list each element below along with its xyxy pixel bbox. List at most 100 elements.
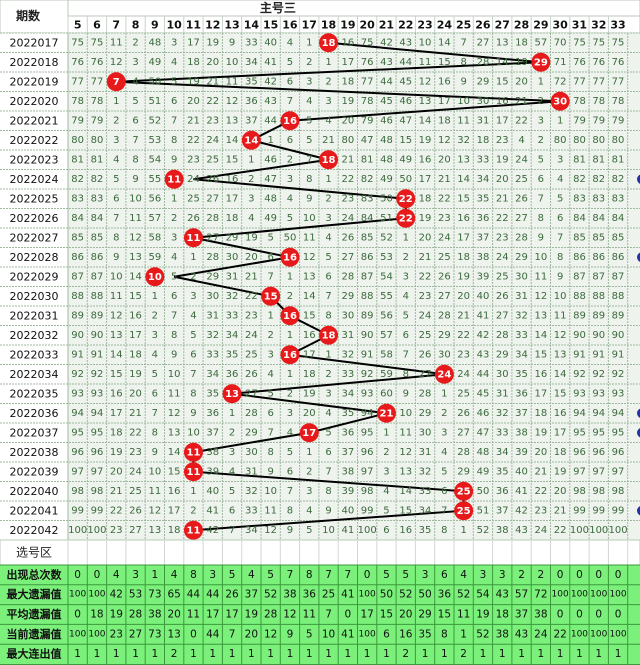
miss-value: 91 — [71, 349, 84, 360]
column-header-13: 13 — [224, 19, 239, 32]
miss-value: 8 — [538, 213, 544, 224]
hit-ball — [396, 189, 416, 209]
miss-value: 22 — [534, 486, 547, 497]
miss-value: 98 — [71, 486, 84, 497]
hit-number: 30 — [553, 96, 567, 107]
stat-value: 5 — [402, 569, 409, 581]
miss-value: 9 — [306, 193, 312, 204]
period-label: 2022038 — [10, 446, 59, 459]
miss-value: 14 — [399, 486, 412, 497]
miss-value: 34 — [496, 447, 509, 458]
stat-value: 1 — [229, 648, 236, 660]
miss-value: 2 — [132, 37, 138, 48]
hit-ball — [183, 228, 203, 248]
miss-value: 59 — [380, 369, 393, 380]
miss-value: 84 — [91, 213, 104, 224]
miss-value: 27 — [341, 252, 354, 263]
miss-value: 32 — [419, 466, 432, 477]
stat-value: 25 — [322, 589, 335, 601]
miss-value: 22 — [438, 193, 451, 204]
miss-value: 1 — [538, 76, 544, 87]
miss-value: 34 — [226, 330, 239, 341]
miss-value: 18 — [534, 408, 547, 419]
miss-value: 26 — [419, 349, 432, 360]
miss-value: 2 — [287, 154, 293, 165]
miss-value: 42 — [206, 525, 219, 536]
miss-value: 9 — [171, 349, 177, 360]
stat-value: 11 — [457, 609, 470, 621]
stat-value: 6 — [383, 628, 390, 640]
miss-value: 35 — [496, 466, 509, 477]
stat-value: 4 — [113, 569, 120, 581]
miss-value: 5 — [306, 525, 312, 536]
miss-value: 15 — [496, 76, 509, 87]
miss-value: 30 — [438, 349, 451, 360]
miss-value: 33 — [341, 369, 354, 380]
miss-value: 39 — [477, 271, 490, 282]
miss-value: 36 — [341, 427, 354, 438]
miss-value: 50 — [399, 174, 412, 185]
miss-value: 79 — [612, 115, 625, 126]
miss-value: 83 — [612, 193, 625, 204]
miss-value: 99 — [573, 505, 586, 516]
miss-value: 11 — [110, 37, 123, 48]
miss-value: 9 — [267, 466, 273, 477]
miss-value: 3 — [325, 96, 331, 107]
stat-value: 36 — [303, 589, 317, 601]
miss-value: 99 — [71, 505, 84, 516]
miss-value: 4 — [190, 310, 196, 321]
hit-ball — [183, 442, 203, 462]
hit-number: 10 — [148, 272, 162, 283]
stat-value: 3 — [480, 569, 487, 581]
stat-value: 1 — [499, 648, 506, 660]
stat-value: 41 — [341, 589, 354, 601]
column-header-21: 21 — [379, 19, 394, 32]
miss-value: 16 — [554, 408, 567, 419]
stat-value: 15 — [380, 609, 393, 621]
period-label: 2022023 — [10, 153, 59, 166]
miss-value: 77 — [91, 76, 104, 87]
hit-number: 15 — [264, 291, 278, 302]
miss-value: 29 — [477, 76, 490, 87]
miss-value: 6 — [113, 193, 119, 204]
stat-value: 8 — [306, 569, 313, 581]
miss-value: 2 — [325, 369, 331, 380]
hit-ball — [550, 91, 570, 111]
column-header-28: 28 — [514, 19, 529, 32]
stat-value: 7 — [345, 569, 352, 581]
miss-value: 14 — [129, 271, 142, 282]
stat-value: 19 — [110, 609, 123, 621]
miss-value: 15 — [226, 154, 239, 165]
miss-value: 30 — [226, 252, 239, 263]
miss-value: 16 — [419, 154, 432, 165]
stat-value: 1 — [422, 648, 429, 660]
miss-value: 56 — [148, 193, 161, 204]
stat-value: 29 — [418, 609, 431, 621]
miss-value: 36 — [206, 408, 219, 419]
miss-value: 11 — [303, 232, 316, 243]
miss-value: 89 — [71, 310, 84, 321]
miss-value: 34 — [419, 505, 432, 516]
miss-value: 19 — [554, 466, 567, 477]
hit-ball — [454, 481, 474, 501]
miss-value: 18 — [554, 447, 567, 458]
miss-value: 5 — [538, 154, 544, 165]
miss-value: 36 — [226, 369, 239, 380]
miss-value: 13 — [110, 330, 123, 341]
miss-value: 22 — [419, 271, 432, 282]
miss-value: 52 — [477, 525, 490, 536]
miss-value: 92 — [91, 369, 104, 380]
miss-value: 80 — [554, 135, 567, 146]
miss-value: 8 — [325, 310, 331, 321]
miss-value: 5 — [403, 310, 409, 321]
hit-number: 11 — [186, 447, 200, 458]
miss-value: 3 — [229, 447, 235, 458]
stat-value: 1 — [615, 648, 622, 660]
miss-value: 42 — [515, 505, 528, 516]
miss-value: 80 — [71, 135, 84, 146]
miss-value: 80 — [341, 135, 354, 146]
miss-value: 25 — [206, 154, 219, 165]
miss-value: 22 — [496, 213, 509, 224]
miss-value: 83 — [91, 193, 104, 204]
miss-value: 21 — [554, 505, 567, 516]
